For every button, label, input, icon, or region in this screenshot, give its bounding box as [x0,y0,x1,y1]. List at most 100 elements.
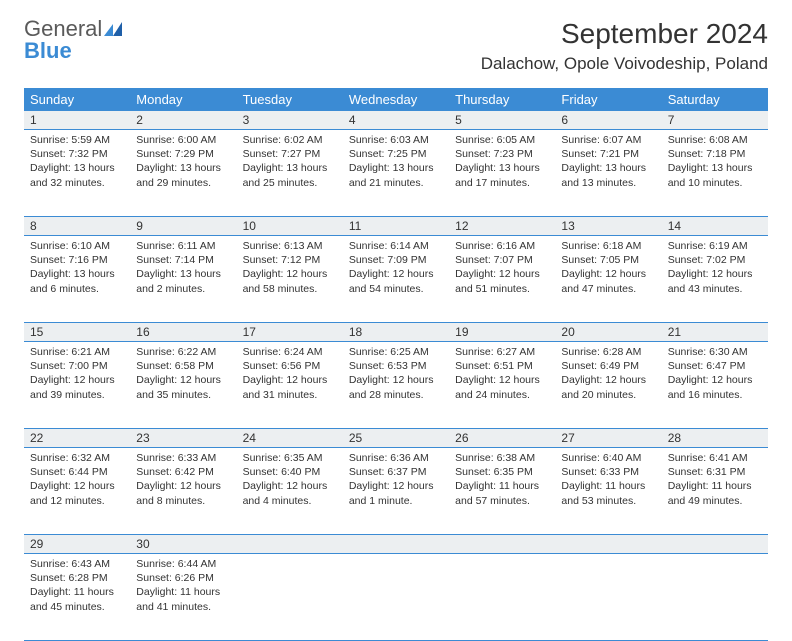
sunset-line: Sunset: 7:23 PM [455,147,549,161]
sunrise-line: Sunrise: 6:16 AM [455,239,549,253]
day-cell [662,554,768,640]
daylight-line: Daylight: 13 hours and 25 minutes. [243,161,337,189]
daylight-line: Daylight: 11 hours and 45 minutes. [30,585,124,613]
day-content-row: Sunrise: 6:43 AMSunset: 6:28 PMDaylight:… [24,554,768,641]
sunset-line: Sunset: 6:40 PM [243,465,337,479]
day-number: 13 [555,217,661,235]
day-cell: Sunrise: 6:38 AMSunset: 6:35 PMDaylight:… [449,448,555,534]
day-cell: Sunrise: 6:21 AMSunset: 7:00 PMDaylight:… [24,342,130,428]
daylight-line: Daylight: 11 hours and 49 minutes. [668,479,762,507]
day-number: 8 [24,217,130,235]
day-cell [237,554,343,640]
day-number: 15 [24,323,130,341]
day-number-row: 22232425262728 [24,429,768,448]
day-number: 7 [662,111,768,129]
day-number: 23 [130,429,236,447]
day-number [449,535,555,553]
sunset-line: Sunset: 7:16 PM [30,253,124,267]
day-number: 29 [24,535,130,553]
daylight-line: Daylight: 11 hours and 53 minutes. [561,479,655,507]
sunrise-line: Sunrise: 6:33 AM [136,451,230,465]
day-number: 26 [449,429,555,447]
day-cell: Sunrise: 6:10 AMSunset: 7:16 PMDaylight:… [24,236,130,322]
day-cell: Sunrise: 6:41 AMSunset: 6:31 PMDaylight:… [662,448,768,534]
sunrise-line: Sunrise: 6:41 AM [668,451,762,465]
daylight-line: Daylight: 12 hours and 31 minutes. [243,373,337,401]
day-number: 25 [343,429,449,447]
sunrise-line: Sunrise: 6:25 AM [349,345,443,359]
day-cell: Sunrise: 6:24 AMSunset: 6:56 PMDaylight:… [237,342,343,428]
day-cell: Sunrise: 5:59 AMSunset: 7:32 PMDaylight:… [24,130,130,216]
sunset-line: Sunset: 6:31 PM [668,465,762,479]
day-number: 1 [24,111,130,129]
daylight-line: Daylight: 13 hours and 29 minutes. [136,161,230,189]
day-header: Thursday [449,88,555,111]
day-number-row: 15161718192021 [24,323,768,342]
title-block: September 2024 Dalachow, Opole Voivodesh… [481,18,768,74]
sunset-line: Sunset: 6:42 PM [136,465,230,479]
day-cell: Sunrise: 6:00 AMSunset: 7:29 PMDaylight:… [130,130,236,216]
day-header: Saturday [662,88,768,111]
sunset-line: Sunset: 6:49 PM [561,359,655,373]
daylight-line: Daylight: 13 hours and 21 minutes. [349,161,443,189]
day-cell [449,554,555,640]
sunset-line: Sunset: 7:12 PM [243,253,337,267]
day-cell: Sunrise: 6:08 AMSunset: 7:18 PMDaylight:… [662,130,768,216]
sunrise-line: Sunrise: 6:19 AM [668,239,762,253]
day-number: 5 [449,111,555,129]
sunset-line: Sunset: 7:14 PM [136,253,230,267]
day-header: Wednesday [343,88,449,111]
daylight-line: Daylight: 12 hours and 4 minutes. [243,479,337,507]
day-cell [555,554,661,640]
sunrise-line: Sunrise: 6:07 AM [561,133,655,147]
daylight-line: Daylight: 12 hours and 1 minute. [349,479,443,507]
daylight-line: Daylight: 12 hours and 58 minutes. [243,267,337,295]
daylight-line: Daylight: 12 hours and 28 minutes. [349,373,443,401]
day-number: 14 [662,217,768,235]
sunset-line: Sunset: 7:25 PM [349,147,443,161]
day-cell: Sunrise: 6:32 AMSunset: 6:44 PMDaylight:… [24,448,130,534]
sunset-line: Sunset: 6:37 PM [349,465,443,479]
day-cell: Sunrise: 6:16 AMSunset: 7:07 PMDaylight:… [449,236,555,322]
day-cell: Sunrise: 6:36 AMSunset: 6:37 PMDaylight:… [343,448,449,534]
day-number: 9 [130,217,236,235]
sunset-line: Sunset: 7:02 PM [668,253,762,267]
day-number: 28 [662,429,768,447]
day-header: Monday [130,88,236,111]
daylight-line: Daylight: 13 hours and 10 minutes. [668,161,762,189]
day-number: 6 [555,111,661,129]
sunrise-line: Sunrise: 6:40 AM [561,451,655,465]
sunset-line: Sunset: 7:32 PM [30,147,124,161]
day-cell: Sunrise: 6:44 AMSunset: 6:26 PMDaylight:… [130,554,236,640]
sunset-line: Sunset: 7:27 PM [243,147,337,161]
day-cell: Sunrise: 6:18 AMSunset: 7:05 PMDaylight:… [555,236,661,322]
sunrise-line: Sunrise: 6:36 AM [349,451,443,465]
daylight-line: Daylight: 12 hours and 12 minutes. [30,479,124,507]
sunrise-line: Sunrise: 6:22 AM [136,345,230,359]
calendar: SundayMondayTuesdayWednesdayThursdayFrid… [24,88,768,641]
day-number-row: 1234567 [24,111,768,130]
daylight-line: Daylight: 12 hours and 20 minutes. [561,373,655,401]
day-content-row: Sunrise: 6:10 AMSunset: 7:16 PMDaylight:… [24,236,768,323]
sunset-line: Sunset: 7:29 PM [136,147,230,161]
sunrise-line: Sunrise: 6:05 AM [455,133,549,147]
sunrise-line: Sunrise: 6:32 AM [30,451,124,465]
daylight-line: Daylight: 12 hours and 51 minutes. [455,267,549,295]
sunrise-line: Sunrise: 6:08 AM [668,133,762,147]
daylight-line: Daylight: 11 hours and 57 minutes. [455,479,549,507]
day-number: 4 [343,111,449,129]
sunset-line: Sunset: 6:53 PM [349,359,443,373]
sunset-line: Sunset: 6:26 PM [136,571,230,585]
daylight-line: Daylight: 13 hours and 2 minutes. [136,267,230,295]
day-cell: Sunrise: 6:33 AMSunset: 6:42 PMDaylight:… [130,448,236,534]
day-header: Friday [555,88,661,111]
day-cell: Sunrise: 6:22 AMSunset: 6:58 PMDaylight:… [130,342,236,428]
day-number: 16 [130,323,236,341]
day-cell: Sunrise: 6:03 AMSunset: 7:25 PMDaylight:… [343,130,449,216]
sunset-line: Sunset: 7:18 PM [668,147,762,161]
logo-text-blue: Blue [24,38,72,63]
sunset-line: Sunset: 6:44 PM [30,465,124,479]
daylight-line: Daylight: 12 hours and 16 minutes. [668,373,762,401]
day-number-row: 2930 [24,535,768,554]
daylight-line: Daylight: 12 hours and 8 minutes. [136,479,230,507]
